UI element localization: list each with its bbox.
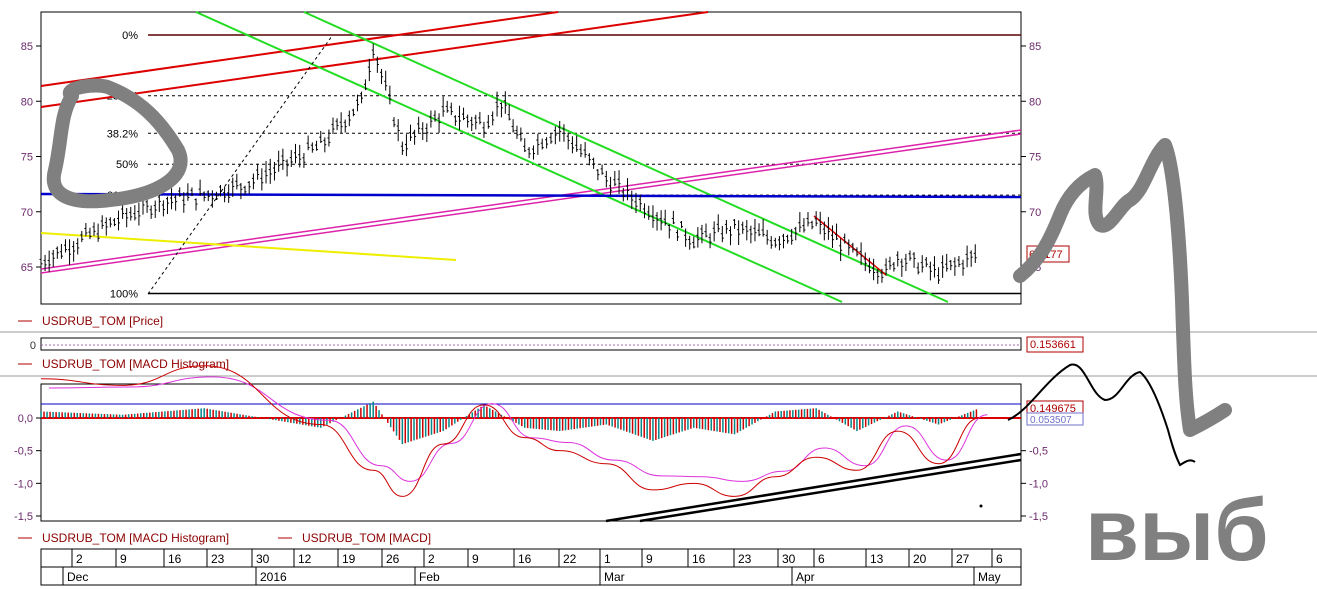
- macd-support-line-1: [605, 452, 1022, 523]
- macd-axis-right: -0,5 -1,0 -1,5: [1021, 446, 1048, 523]
- day-tick-label: 1: [604, 552, 611, 566]
- macd-tick-label: -1,0: [14, 478, 33, 490]
- macd-tick-label-right: -0,5: [1029, 446, 1048, 458]
- macd-axis-left: 0,0 -0,5 -1,0 -1,5: [14, 413, 41, 523]
- green-channel-line-upper: [195, 11, 843, 303]
- macd-legend-2: USDRUB_TOM [MACD]: [302, 531, 431, 545]
- macd-tick-label-right: -1,5: [1029, 511, 1048, 523]
- day-tick-label: 16: [168, 552, 182, 566]
- day-tick-label: 13: [870, 552, 884, 566]
- day-tick-label: 19: [342, 552, 356, 566]
- month-tick-label: 2016: [260, 570, 287, 584]
- day-tick-label: 22: [563, 552, 577, 566]
- price-tick-label: 70: [21, 207, 33, 219]
- price-plot-area: [40, 11, 1022, 305]
- day-tick-label: 16: [692, 552, 706, 566]
- hand-black-curve: [1007, 363, 1196, 467]
- pink-channel-line-upper: [40, 129, 1022, 270]
- time-axis[interactable]: 2 9 16 23 30 12 19 26 2 9 16 22 1 9 16 23 30 6 13 20 27 6 Dec…: [40, 548, 1022, 586]
- day-tick-label: 16: [518, 552, 532, 566]
- fib-anchor-line: [147, 35, 333, 295]
- fib-level-label: 38.2%: [107, 128, 138, 140]
- signal-line: [48, 376, 988, 482]
- macd-value-label-2: 0.053507: [1030, 415, 1072, 426]
- month-tick-label: Feb: [419, 570, 440, 584]
- price-tick-label: 75: [21, 152, 33, 164]
- price-tick-label-right: 80: [1029, 96, 1041, 108]
- fib-level-label: 100%: [110, 289, 138, 301]
- day-tick-label: 9: [646, 552, 653, 566]
- macd-value-box-2: [1026, 412, 1084, 426]
- pink-channel-line-upper-2: [40, 133, 1022, 274]
- price-tick-label: 65: [21, 262, 33, 274]
- day-tick-label: 26: [386, 552, 400, 566]
- month-tick-label: Dec: [67, 570, 88, 584]
- macd-tick-label: -1,5: [14, 511, 33, 523]
- price-tick-label-right: 70: [1029, 207, 1041, 219]
- day-tick-label: 12: [298, 552, 312, 566]
- macd-panel: 0,0 -0,5 -1,0 -1,5 -0,5 -1,0 -1,5 0.149675 0.…: [14, 365, 1084, 545]
- macd-legend-1: USDRUB_TOM [MACD Histogram]: [42, 531, 229, 545]
- month-tick-label: Mar: [604, 570, 625, 584]
- fib-level-label: 50%: [116, 159, 138, 171]
- month-ticks: Dec 2016 Feb Mar Apr May: [62, 567, 1001, 585]
- price-tick-label: 85: [21, 41, 33, 53]
- price-tick-label-right: 85: [1029, 41, 1041, 53]
- mini-panel: 0 0.153661 USDRUB_TOM [MACD Histogram]: [18, 336, 1084, 371]
- macd-tick-label: -0,5: [14, 446, 33, 458]
- price-series: [39, 43, 977, 284]
- price-legend: USDRUB_TOM [Price]: [42, 314, 163, 328]
- hand-path-mark: [1013, 138, 1232, 437]
- price-axis-left: 85 80 75 70 65: [21, 41, 41, 274]
- mini-y-tick: 0: [30, 340, 36, 352]
- macd-dot: [979, 504, 983, 508]
- day-tick-label: 6: [818, 552, 825, 566]
- day-tick-label: 2: [428, 552, 435, 566]
- red-channel-line-lower: [40, 11, 709, 108]
- day-tick-label: 20: [913, 552, 927, 566]
- mini-plot-area: [40, 337, 1022, 351]
- macd-line: [40, 365, 980, 497]
- day-tick-label: 30: [256, 552, 270, 566]
- day-tick-label: 30: [782, 552, 796, 566]
- yellow-trend-line: [40, 232, 457, 261]
- day-tick-label: 9: [472, 552, 479, 566]
- macd-histogram: [40, 401, 978, 445]
- mini-value-box: [1026, 336, 1084, 353]
- day-tick-label: 2: [76, 552, 83, 566]
- handwritten-text: выб: [1085, 480, 1269, 579]
- day-tick-label: 9: [120, 552, 127, 566]
- month-tick-label: May: [978, 570, 1001, 584]
- month-tick-label: Apr: [796, 570, 815, 584]
- price-tick-label: 80: [21, 96, 33, 108]
- fib-level-label: 0%: [122, 30, 138, 42]
- macd-support-line-2: [639, 458, 1022, 523]
- mini-value-label: 0.153661: [1030, 339, 1076, 351]
- hand-circle-mark: [46, 78, 188, 209]
- macd-value-label-1: 0.149675: [1030, 403, 1076, 415]
- macd-tick-label-right: -1,0: [1029, 478, 1048, 490]
- day-tick-label: 6: [996, 552, 1003, 566]
- hand-drawn-annotations: выб: [46, 78, 1269, 579]
- macd-plot-area: [40, 383, 1022, 522]
- day-ticks: 2 9 16 23 30 12 19 26 2 9 16 22 1 9 16 23 30 6 13 20 27 6: [71, 549, 1003, 567]
- day-tick-label: 27: [956, 552, 970, 566]
- red-channel-line-upper: [40, 11, 559, 87]
- day-tick-label: 23: [738, 552, 752, 566]
- mini-legend: USDRUB_TOM [MACD Histogram]: [42, 357, 229, 371]
- day-tick-label: 23: [211, 552, 225, 566]
- macd-tick-label: 0,0: [18, 413, 33, 425]
- price-tick-label-right: 75: [1029, 152, 1041, 164]
